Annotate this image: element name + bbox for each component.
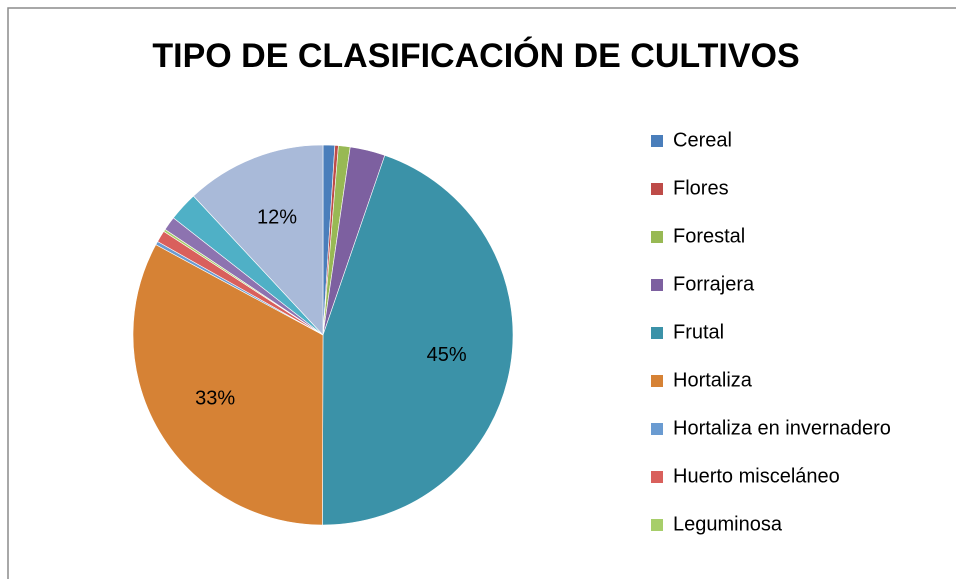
pie-slice [132,244,324,526]
legend-swatch [651,279,663,291]
pie-slice [193,144,324,336]
legend-swatch [651,231,663,243]
legend-swatch [651,375,663,387]
legend-label: Flores [673,177,729,199]
legend-label: Hortaliza [673,369,753,391]
data-label: 12% [257,207,297,229]
legend-swatch [651,423,663,435]
pie-slice [322,154,514,526]
legend-swatch [651,519,663,531]
chart-title: TIPO DE CLASIFICACIÓN DE CULTIVOS [152,37,799,75]
data-label: 33% [195,387,235,409]
data-label: 45% [427,344,467,366]
legend-label: Forestal [673,225,745,247]
legend-label: Forrajera [673,273,755,295]
legend-swatch [651,471,663,483]
legend-label: Hortaliza en invernadero [673,417,891,439]
legend-swatch [651,135,663,147]
legend-label: Frutal [673,321,724,343]
legend-label: Cereal [673,129,732,151]
legend-swatch [651,327,663,339]
legend-label: Leguminosa [673,513,783,535]
legend-label: Huerto misceláneo [673,465,840,487]
legend-swatch [651,183,663,195]
